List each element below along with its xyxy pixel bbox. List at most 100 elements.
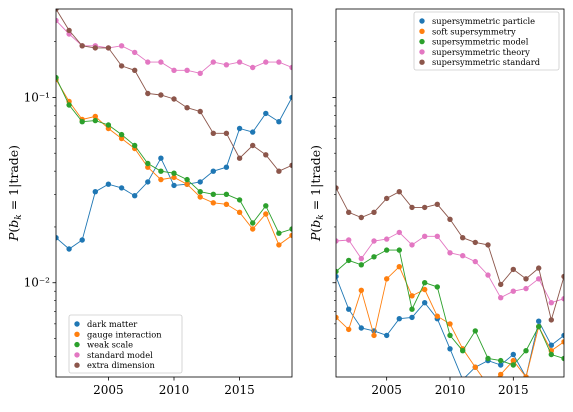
data-point-extra-dimension-2012 xyxy=(197,108,203,115)
data-point-supersymmetric-theory-2018 xyxy=(548,300,554,306)
series-gauge-interaction xyxy=(56,76,292,248)
data-point-supersymmetric-particle-2002 xyxy=(346,306,352,312)
data-point-extra-dimension-2008 xyxy=(145,90,151,97)
data-point-soft-supersymmetry-2019 xyxy=(561,339,564,345)
data-point-supersymmetric-model-2005 xyxy=(384,247,390,253)
y-axis-label: P(bk = 1|trade) xyxy=(6,145,24,242)
legend-marker xyxy=(419,49,425,55)
series-line-supersymmetric-particle xyxy=(336,276,564,377)
legend-label: gauge interaction xyxy=(87,329,162,339)
right-chart-panel: 2005 2010 2015 P(bk = 1|trade) supersymmetri… xyxy=(308,8,565,397)
data-point-supersymmetric-standard-2002 xyxy=(346,209,352,215)
data-point-standard-model-2013 xyxy=(210,59,216,65)
data-point-supersymmetric-theory-2013 xyxy=(485,272,491,278)
data-point-weak-scale-2012 xyxy=(197,189,203,195)
data-point-standard-model-2011 xyxy=(184,67,190,74)
data-point-supersymmetric-standard-2003 xyxy=(358,214,364,221)
data-point-extra-dimension-2018 xyxy=(276,168,282,174)
data-point-soft-supersymmetry-2013 xyxy=(485,383,490,388)
x-tick-label: 2005 xyxy=(93,383,124,397)
data-point-weak-scale-2008 xyxy=(145,160,151,167)
data-point-dark-matter-2002 xyxy=(66,246,72,252)
data-point-extra-dimension-2014 xyxy=(223,130,230,136)
data-point-weak-scale-2014 xyxy=(223,191,230,197)
series-soft-supersymmetry xyxy=(336,264,564,388)
data-point-standard-model-2009 xyxy=(158,59,164,65)
data-point-supersymmetric-model-2008 xyxy=(422,280,428,286)
data-point-extra-dimension-2016 xyxy=(250,142,256,149)
legend-label: dark matter xyxy=(87,319,137,329)
series-supersymmetric-theory xyxy=(336,229,564,306)
data-point-supersymmetric-model-2012 xyxy=(472,328,478,334)
data-point-dark-matter-2015 xyxy=(236,125,243,132)
data-point-supersymmetric-theory-2017 xyxy=(536,276,542,282)
data-point-supersymmetric-standard-2013 xyxy=(485,242,491,248)
data-point-supersymmetric-standard-2019 xyxy=(561,273,564,280)
data-point-standard-model-2007 xyxy=(132,49,138,56)
data-point-gauge-interaction-2009 xyxy=(158,176,164,183)
data-point-supersymmetric-particle-2003 xyxy=(358,325,364,331)
data-point-supersymmetric-theory-2002 xyxy=(346,237,352,243)
plot-area xyxy=(56,9,292,252)
data-point-extra-dimension-2007 xyxy=(132,67,138,74)
data-point-supersymmetric-model-2003 xyxy=(358,262,364,268)
data-point-soft-supersymmetry-2009 xyxy=(434,313,440,319)
legend-item-gauge-interaction: gauge interaction xyxy=(74,329,162,339)
data-point-supersymmetric-theory-2010 xyxy=(447,250,453,256)
data-point-soft-supersymmetry-2016 xyxy=(523,374,529,377)
data-point-supersymmetric-model-2001 xyxy=(336,268,339,275)
data-point-extra-dimension-2003 xyxy=(79,43,85,49)
left-chart-panel: 2005 2010 2015 10⁻¹ 10⁻² P(bk = 1|trade) dark … xyxy=(6,8,293,397)
data-point-standard-model-2006 xyxy=(118,43,125,49)
data-point-gauge-interaction-2017 xyxy=(263,211,269,217)
plot-area xyxy=(336,185,564,388)
legend-marker xyxy=(74,352,80,358)
data-point-standard-model-2016 xyxy=(250,64,256,71)
data-point-supersymmetric-particle-2017 xyxy=(536,318,542,324)
legend-label: supersymmetric theory xyxy=(432,47,530,57)
series-supersymmetric-standard xyxy=(336,185,564,323)
data-point-soft-supersymmetry-2014 xyxy=(498,371,504,377)
data-point-gauge-interaction-2019 xyxy=(289,232,292,239)
data-point-gauge-interaction-2008 xyxy=(145,164,151,170)
data-point-supersymmetric-standard-2012 xyxy=(472,239,478,246)
legend-item-supersymmetric-standard: supersymmetric standard xyxy=(419,57,541,67)
data-point-dark-matter-2019 xyxy=(289,94,292,101)
data-point-supersymmetric-standard-2001 xyxy=(336,185,339,191)
data-point-supersymmetric-standard-2009 xyxy=(434,201,440,207)
data-point-dark-matter-2009 xyxy=(158,155,164,161)
data-point-standard-model-2018 xyxy=(276,59,282,65)
data-point-supersymmetric-particle-2008 xyxy=(422,300,428,306)
data-point-dark-matter-2014 xyxy=(223,164,230,170)
data-point-supersymmetric-model-2016 xyxy=(523,348,529,354)
data-point-dark-matter-2006 xyxy=(118,185,125,191)
data-point-supersymmetric-standard-2016 xyxy=(523,276,529,282)
data-point-supersymmetric-theory-2005 xyxy=(384,236,390,242)
data-point-soft-supersymmetry-2004 xyxy=(371,332,377,339)
data-point-dark-matter-2008 xyxy=(145,179,151,185)
y-tick-label: 10⁻¹ xyxy=(24,90,50,104)
data-point-extra-dimension-2001 xyxy=(56,9,59,12)
data-point-weak-scale-2003 xyxy=(79,119,85,125)
legend-item-supersymmetric-theory: supersymmetric theory xyxy=(419,47,530,57)
data-point-weak-scale-2006 xyxy=(118,131,125,138)
data-point-weak-scale-2011 xyxy=(184,176,190,183)
data-point-supersymmetric-standard-2018 xyxy=(548,317,554,323)
data-point-supersymmetric-model-2019 xyxy=(561,355,564,362)
data-point-dark-matter-2012 xyxy=(197,179,203,185)
legend-marker xyxy=(74,362,80,368)
series-extra-dimension xyxy=(56,9,292,174)
data-point-weak-scale-2017 xyxy=(263,203,269,209)
y-axis xyxy=(332,41,336,357)
data-point-dark-matter-2005 xyxy=(105,181,112,187)
data-point-gauge-interaction-2016 xyxy=(250,226,256,232)
data-point-extra-dimension-2002 xyxy=(66,27,72,34)
data-point-dark-matter-2016 xyxy=(250,129,256,135)
data-point-weak-scale-2015 xyxy=(236,197,243,203)
data-point-weak-scale-2013 xyxy=(210,191,216,197)
series-weak-scale xyxy=(56,74,292,236)
data-point-weak-scale-2009 xyxy=(158,168,164,174)
series-supersymmetric-particle xyxy=(336,273,564,377)
data-point-soft-supersymmetry-2007 xyxy=(409,293,415,299)
